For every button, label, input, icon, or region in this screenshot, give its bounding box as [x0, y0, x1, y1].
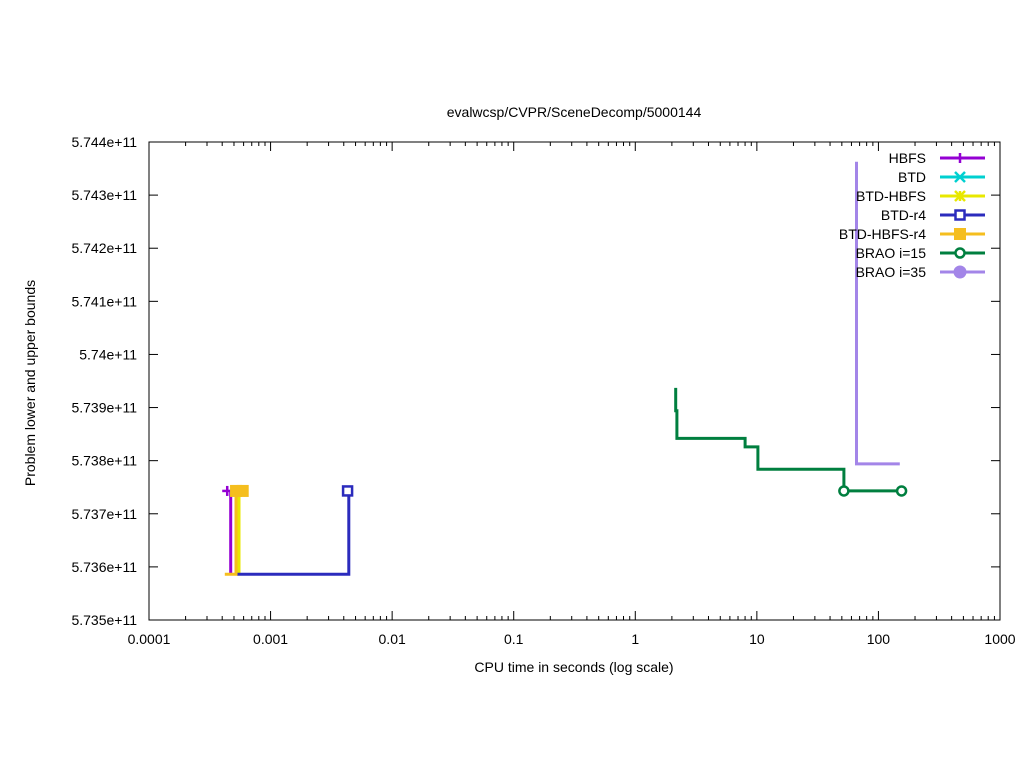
- plot-area: [222, 161, 908, 576]
- y-tick-label: 5.742e+11: [71, 240, 137, 256]
- legend-marker: [954, 247, 966, 259]
- legend-label: BTD: [898, 169, 926, 185]
- series-line: [237, 490, 351, 576]
- legend-label: BRAO i=35: [856, 264, 927, 280]
- y-tick-label: 5.738e+11: [71, 453, 137, 469]
- axes: 5.735e+11 5.736e+11 5.737e+11 5.738e+11 5.73…: [71, 134, 1015, 647]
- series-line: [224, 490, 238, 576]
- y-tick-label: 5.744e+11: [71, 134, 137, 150]
- series-brao-i-35: [855, 161, 900, 466]
- series-line: [674, 387, 902, 493]
- legend-label: BTD-HBFS-r4: [839, 226, 926, 242]
- data-point-marker: [236, 484, 249, 497]
- series-hbfs: [222, 485, 233, 575]
- y-tick-label: 5.743e+11: [71, 187, 137, 203]
- legend-marker: [954, 190, 966, 202]
- legend-label: HBFS: [889, 150, 926, 166]
- series-btd-r4: [237, 485, 354, 576]
- legend: HBFS BTD BTD-HBFS BTD-r4 BTD-HBFS-r4 BRAO i=1…: [839, 150, 985, 280]
- legend-label: BRAO i=15: [856, 245, 927, 261]
- legend-marker: [954, 209, 966, 221]
- data-point-marker: [895, 485, 908, 497]
- x-axis-label: CPU time in seconds (log scale): [474, 659, 673, 675]
- x-tick-label: 0.1: [504, 631, 524, 647]
- y-axis-label: Problem lower and upper bounds: [22, 280, 38, 486]
- chart-title: evalwcsp/CVPR/SceneDecomp/5000144: [447, 104, 702, 120]
- legend-marker: [954, 171, 966, 183]
- series-brao-i-15: [674, 387, 908, 497]
- legend-label: BTD-HBFS: [856, 188, 926, 204]
- x-tick-label: 0.01: [379, 631, 406, 647]
- y-tick-label: 5.735e+11: [71, 612, 137, 628]
- y-tick-label: 5.737e+11: [71, 506, 137, 522]
- y-tick-label: 5.736e+11: [71, 559, 137, 575]
- series-line: [855, 161, 900, 466]
- y-tick-label: 5.74e+11: [79, 346, 137, 362]
- legend-label: BTD-r4: [881, 207, 926, 223]
- data-point-marker: [341, 485, 354, 497]
- legend-marker: [953, 265, 967, 279]
- x-tick-label: 0.001: [253, 631, 288, 647]
- data-point-marker: [838, 485, 850, 497]
- x-tick-label: 0.0001: [128, 631, 171, 647]
- y-tick-label: 5.739e+11: [71, 400, 137, 416]
- x-tick-label: 1000: [984, 631, 1015, 647]
- series-btd-hbfs-r4: [224, 484, 249, 576]
- legend-marker: [954, 228, 966, 240]
- legend-marker: [955, 153, 965, 163]
- x-tick-label: 100: [867, 631, 891, 647]
- plot-frame: [148, 141, 1001, 621]
- y-tick-label: 5.741e+11: [71, 293, 137, 309]
- x-tick-label: 10: [749, 631, 765, 647]
- x-tick-label: 1: [631, 631, 639, 647]
